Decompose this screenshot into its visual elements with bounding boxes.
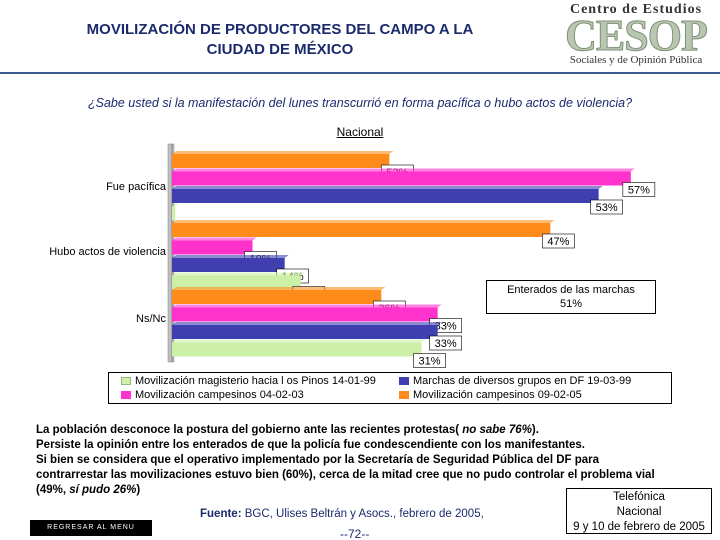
method-line-1: Telefónica: [613, 491, 665, 503]
data-label-box: [542, 233, 575, 249]
bar: [172, 206, 176, 221]
data-label: 57%: [628, 185, 650, 197]
chart-legend: Movilización magisterio hacia l os Pinos…: [108, 372, 672, 404]
analysis-line-1: La población desconoce la postura del go…: [36, 423, 696, 438]
chart-annotation: Enterados de las marchas 51%: [486, 280, 656, 314]
source-note: Fuente: BGC, Ulises Beltrán y Asocs., fe…: [200, 508, 484, 520]
method-line-2: Nacional: [616, 506, 662, 518]
bar-top-face: [172, 186, 603, 189]
bar-top-face: [172, 304, 442, 308]
legend-entry: Movilización campesinos 04-02-03: [121, 389, 304, 401]
bar: [172, 342, 422, 357]
analysis-text-segment: ).: [531, 424, 539, 436]
bar: [172, 223, 551, 237]
bar-top-face: [172, 151, 394, 154]
bar-top-face: [172, 203, 180, 207]
legend-entry: Movilización magisterio hacia l os Pinos…: [121, 375, 376, 387]
category-label: Hubo actos de violencia: [49, 246, 167, 258]
survey-scope: Nacional: [336, 125, 384, 139]
data-label: 31%: [419, 356, 441, 368]
cesop-logo: Centro de Estudios CESOP Sociales y de O…: [556, 2, 716, 68]
bar: [172, 325, 438, 339]
source-label: Fuente:: [200, 508, 242, 520]
methodology-box: Telefónica Nacional 9 y 10 de febrero de…: [566, 488, 712, 534]
data-label-box: [429, 335, 462, 351]
legend-label: Movilización campesinos 09-02-05: [413, 389, 582, 401]
analysis-line-3: Si bien se considera que el operativo im…: [36, 454, 600, 466]
analysis-line-2: Persiste la opinión entre los enterados …: [36, 439, 585, 451]
bar-top-face: [172, 220, 555, 223]
bar-top-face: [172, 339, 426, 343]
category-label: Fue pacífica: [106, 181, 167, 193]
page-title: MOVILIZACIÓN DE PRODUCTORES DEL CAMPO A …: [30, 20, 530, 60]
legend-swatch: [121, 391, 131, 399]
logo-mark: CESOP: [565, 11, 709, 60]
analysis-text-segment: (49%,: [36, 484, 70, 496]
header-divider: [0, 72, 720, 74]
logo-top-text: Centro de Estudios: [569, 2, 703, 17]
analysis-text-segment: La población desconoce la postura del go…: [36, 424, 463, 436]
bar: [172, 240, 253, 255]
bar-top-face: [172, 322, 442, 325]
legend-swatch: [399, 391, 409, 399]
bar: [172, 171, 631, 186]
analysis-text-segment: ): [136, 484, 141, 496]
bar-chart: Fue pacífica Hubo actos de violencia Ns/Nc…: [49, 143, 656, 368]
legend-label: Marchas de diversos grupos en DF 19-03-9…: [413, 375, 632, 387]
legend-swatch: [399, 377, 409, 385]
legend-label: Movilización magisterio hacia l os Pinos…: [135, 375, 376, 387]
source-text: BGC, Ulises Beltrán y Asocs., febrero de…: [241, 508, 484, 520]
bar-top-face: [172, 237, 257, 241]
data-label: 53%: [596, 202, 618, 214]
survey-question: ¿Sabe usted si la manifestación del lune…: [87, 96, 633, 110]
bar-top-face: [172, 272, 305, 276]
data-label-box: [622, 182, 656, 197]
method-line-3: 9 y 10 de febrero de 2005: [573, 521, 705, 533]
return-to-menu-button[interactable]: REGRESAR AL MENU PRINCIPAL: [30, 520, 152, 536]
analysis-line-4: contrarrestar las movilizaciones estuvo …: [36, 469, 655, 481]
title-line-2: CIUDAD DE MÉXICO: [206, 41, 354, 58]
legend-swatch: [121, 377, 131, 385]
data-label-box: [590, 199, 623, 215]
bar: [172, 290, 382, 304]
bar: [172, 258, 285, 272]
analysis-emphasis: no sabe 76%: [462, 424, 532, 436]
bar: [172, 275, 301, 290]
data-label-box: [413, 353, 446, 368]
bar: [172, 307, 438, 322]
bar-top-face: [172, 255, 289, 258]
legend-label: Movilización campesinos 04-02-03: [135, 389, 304, 401]
data-label: 47%: [547, 236, 569, 248]
bar: [172, 154, 390, 168]
data-label: 33%: [435, 338, 457, 350]
analysis-line-5: (49%, sí pudo 26%): [36, 483, 696, 498]
annotation-line-1: Enterados de las marchas: [507, 284, 635, 296]
analysis-text: La población desconoce la postura del go…: [36, 423, 696, 498]
bar-top-face: [172, 287, 386, 290]
page-number: --72--: [340, 527, 370, 540]
legend-entry: Movilización campesinos 09-02-05: [399, 389, 582, 401]
bar: [172, 189, 599, 203]
legend-entry: Marchas de diversos grupos en DF 19-03-9…: [399, 375, 631, 387]
analysis-emphasis: sí pudo 26%: [69, 484, 137, 496]
data-label: 33%: [435, 321, 457, 333]
category-label: Ns/Nc: [136, 313, 166, 325]
logo-bottom-text: Sociales y de Opinión Pública: [569, 54, 703, 66]
bar-top-face: [172, 168, 635, 172]
title-line-1: MOVILIZACIÓN DE PRODUCTORES DEL CAMPO A …: [86, 21, 474, 38]
annotation-line-2: 51%: [559, 298, 583, 310]
